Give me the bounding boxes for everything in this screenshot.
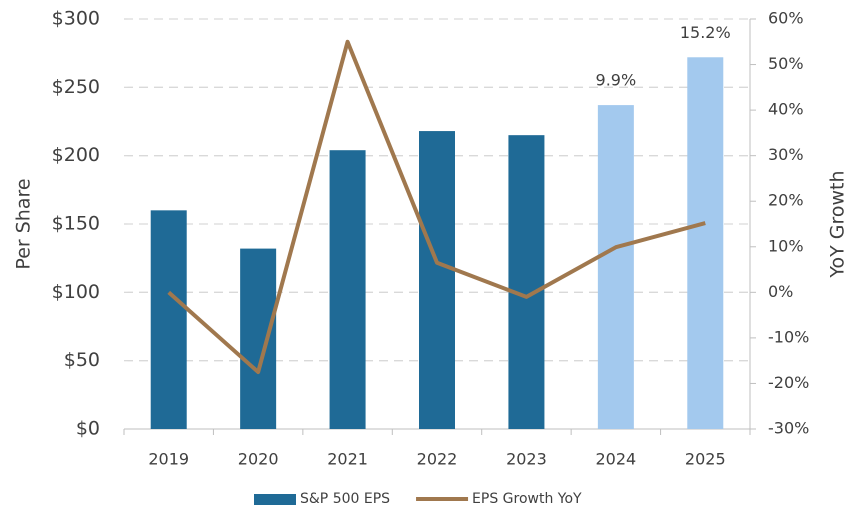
bar — [329, 150, 366, 429]
data-label: 9.9% — [596, 71, 637, 90]
y-tick-label: $50 — [64, 349, 100, 371]
y2-tick-label: 10% — [768, 236, 804, 255]
x-tick-label: 2024 — [595, 450, 636, 469]
bar — [508, 135, 545, 429]
y2-tick-label: 0% — [768, 282, 793, 301]
legend-label: EPS Growth YoY — [472, 491, 582, 507]
line — [167, 39, 706, 375]
bar — [240, 248, 277, 429]
y-tick-label: $250 — [52, 76, 100, 98]
y-axis-title: Per Share — [13, 178, 35, 269]
legend-label: S&P 500 EPS — [300, 491, 390, 507]
x-tick-label: 2020 — [238, 450, 279, 469]
y-tick-label: $150 — [52, 213, 100, 235]
y2-tick-label: 60% — [768, 9, 804, 28]
y2-axis-title: YoY Growth — [827, 170, 849, 278]
y-tick-label: $100 — [52, 281, 100, 303]
x-tick-label: 2021 — [327, 450, 368, 469]
y2-tick-label: 50% — [768, 54, 804, 73]
y2-tick-label: 30% — [768, 145, 804, 164]
x-tick-label: 2022 — [417, 450, 458, 469]
y2-tick-label: -30% — [768, 419, 809, 438]
y2-tick-label: 20% — [768, 191, 804, 210]
x-tick-label: 2019 — [148, 450, 189, 469]
x-tick-label: 2025 — [685, 450, 726, 469]
bar — [150, 210, 187, 429]
bar — [687, 57, 724, 430]
bar — [419, 131, 455, 430]
data-label: 15.2% — [680, 23, 731, 42]
y-tick-label: $200 — [52, 144, 100, 166]
y-tick-label: $300 — [52, 8, 100, 30]
legend-swatch — [254, 494, 296, 505]
y-tick-label: $0 — [76, 418, 100, 440]
y2-tick-label: 40% — [768, 100, 804, 119]
y2-tick-label: -10% — [768, 327, 809, 346]
bar — [597, 105, 634, 429]
y2-tick-label: -20% — [768, 373, 809, 392]
x-tick-label: 2023 — [506, 450, 547, 469]
